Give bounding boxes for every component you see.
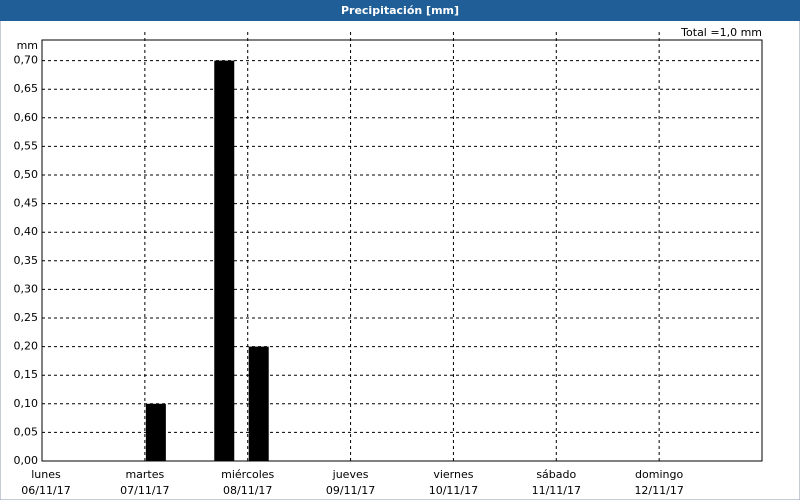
- y-tick-label: 0,65: [14, 82, 39, 95]
- y-tick-label: 0,35: [14, 254, 39, 267]
- plot-border: [41, 39, 763, 462]
- x-tick-weekday: martes: [125, 468, 164, 481]
- y-tick-label: 0,60: [14, 111, 39, 124]
- x-tick-weekday: miércoles: [221, 468, 274, 481]
- y-unit: mm: [17, 39, 38, 52]
- x-tick-date: 12/11/17: [634, 484, 683, 497]
- y-tick-label: 0,45: [14, 197, 39, 210]
- bar: [145, 403, 166, 461]
- x-tick-weekday: domingo: [635, 468, 683, 481]
- y-tick-label: 0,55: [14, 139, 39, 152]
- y-tick-label: 0,10: [14, 397, 39, 410]
- y-tick-label: 0,15: [14, 368, 39, 381]
- x-tick-date: 06/11/17: [21, 484, 70, 497]
- x-tick-weekday: lunes: [31, 468, 61, 481]
- title-bar: [0, 0, 800, 21]
- x-tick-date: 07/11/17: [120, 484, 169, 497]
- total-label: Total =1,0 mm: [680, 26, 762, 39]
- x-tick-date: 08/11/17: [223, 484, 272, 497]
- x-tick-weekday: viernes: [433, 468, 473, 481]
- x-tick-date: 10/11/17: [429, 484, 478, 497]
- y-tick-label: 0,25: [14, 311, 39, 324]
- bar: [248, 346, 269, 461]
- y-tick-label: 0,30: [14, 282, 39, 295]
- chart-title: Precipitación [mm]: [341, 4, 459, 17]
- x-tick-date: 11/11/17: [532, 484, 581, 497]
- x-tick-weekday: sábado: [536, 468, 576, 481]
- y-tick-label: 0,50: [14, 168, 39, 181]
- y-tick-label: 0,70: [14, 54, 39, 67]
- x-tick-weekday: jueves: [332, 468, 369, 481]
- y-tick-label: 0,00: [14, 454, 39, 467]
- y-tick-label: 0,40: [14, 225, 39, 238]
- y-tick-label: 0,20: [14, 340, 39, 353]
- bar: [214, 60, 235, 461]
- y-tick-label: 0,05: [14, 425, 39, 438]
- x-tick-date: 09/11/17: [326, 484, 375, 497]
